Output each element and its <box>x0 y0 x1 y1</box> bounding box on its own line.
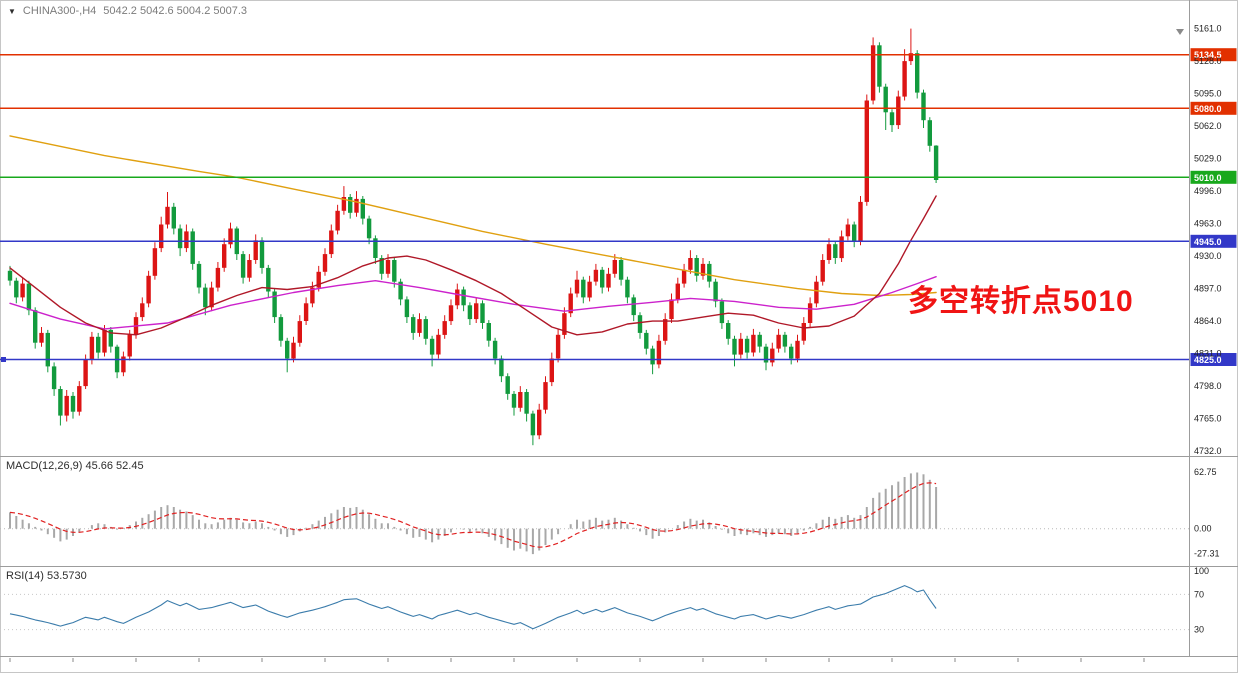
svg-text:-27.31: -27.31 <box>1194 549 1220 559</box>
level-line-5080.0[interactable]: 5080.0 <box>0 101 1237 115</box>
svg-text:4798.0: 4798.0 <box>1194 381 1222 391</box>
rsi-panel[interactable]: 100 70 30 <box>0 566 1209 635</box>
svg-text:4963.0: 4963.0 <box>1194 219 1222 229</box>
svg-text:70: 70 <box>1194 589 1204 599</box>
macd-label: MACD(12,26,9) 45.66 52.45 <box>6 460 144 472</box>
ma-slow-orange[interactable] <box>9 135 937 297</box>
ohlc-readout: 5042.2 5042.6 5004.2 5007.3 <box>103 5 248 17</box>
ma-fast-darkred[interactable] <box>9 195 937 336</box>
svg-text:4825.0: 4825.0 <box>1194 355 1222 365</box>
svg-text:4897.0: 4897.0 <box>1194 284 1222 294</box>
svg-text:4930.0: 4930.0 <box>1194 251 1222 261</box>
candles-layer[interactable] <box>7 28 939 446</box>
level-line-5010.0[interactable]: 5010.0 <box>0 170 1237 184</box>
panel-dividers <box>0 0 1238 657</box>
svg-text:4732.0: 4732.0 <box>1194 446 1222 456</box>
svg-text:5161.0: 5161.0 <box>1194 24 1222 34</box>
price-shift-marker-icon <box>1176 29 1184 35</box>
svg-text:4996.0: 4996.0 <box>1194 186 1222 196</box>
price-badge-5010.0 <box>1190 170 1237 184</box>
price-badge-5080.0 <box>1190 101 1237 115</box>
svg-text:5010.0: 5010.0 <box>1194 173 1222 183</box>
time-axis[interactable] <box>9 658 1145 662</box>
level-line-4825.0[interactable]: 4825.0 <box>0 353 1237 366</box>
collapse-triangle-icon[interactable]: ▼ <box>8 6 16 16</box>
svg-text:5080.0: 5080.0 <box>1194 104 1222 114</box>
price-badge-4945.0 <box>1190 234 1237 248</box>
annotation-text: 多空转折点5010 <box>908 285 1134 318</box>
rsi-label: RSI(14) 53.5730 <box>6 570 87 582</box>
svg-text:4945.0: 4945.0 <box>1194 237 1222 247</box>
level-line-4945.0[interactable]: 4945.0 <box>0 234 1237 248</box>
svg-text:5134.5: 5134.5 <box>1194 50 1222 60</box>
svg-text:30: 30 <box>1194 625 1204 635</box>
chart-header: ▼ CHINA300-,H4 5042.2 5042.6 5004.2 5007… <box>8 5 247 17</box>
price-badge-5134.5 <box>1190 48 1237 62</box>
macd-panel[interactable]: 62.75 0.00 -27.31 <box>0 467 1220 559</box>
price-badge-4825.0 <box>1190 353 1237 366</box>
svg-text:100: 100 <box>1194 566 1209 576</box>
ma-mid-magenta[interactable] <box>9 276 937 330</box>
price-axis[interactable]: 5161.0 5128.0 5095.0 5062.0 5029.0 4996.0 4963… <box>1176 24 1222 457</box>
svg-text:4765.0: 4765.0 <box>1194 414 1222 424</box>
symbol-timeframe: CHINA300-,H4 <box>22 5 97 17</box>
svg-text:4864.0: 4864.0 <box>1194 316 1222 326</box>
svg-text:5095.0: 5095.0 <box>1194 89 1222 99</box>
svg-text:5128.0: 5128.0 <box>1194 56 1222 66</box>
svg-text:0.00: 0.00 <box>1194 524 1212 534</box>
svg-text:5062.0: 5062.0 <box>1194 121 1222 131</box>
svg-text:4831.0: 4831.0 <box>1194 349 1222 359</box>
svg-text:62.75: 62.75 <box>1194 467 1217 477</box>
svg-text:5029.0: 5029.0 <box>1194 154 1222 164</box>
level-line-5134.5[interactable]: 5134.5 <box>0 48 1237 62</box>
